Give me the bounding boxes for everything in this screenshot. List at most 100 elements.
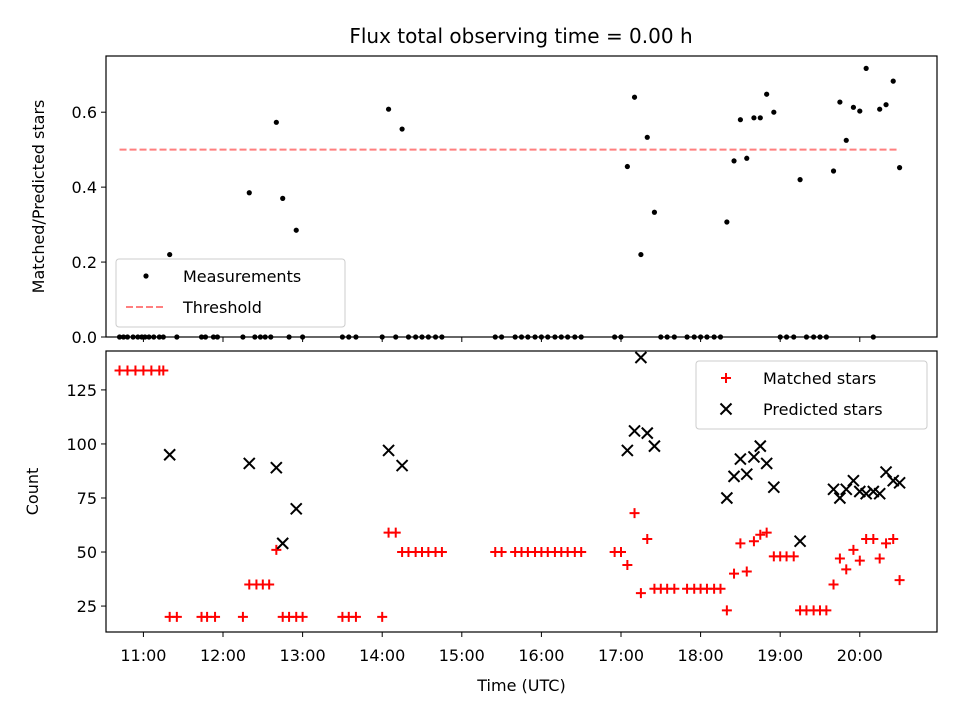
legend-marker xyxy=(721,373,731,383)
predicted-star-point xyxy=(873,487,886,500)
measurement-point xyxy=(399,126,405,132)
predicted-star-point xyxy=(395,459,409,472)
series-predicted-stars xyxy=(163,351,906,550)
y-axis-label: Matched/Predicted stars xyxy=(29,100,48,294)
predicted-star-point xyxy=(382,444,395,457)
predicted-star-point xyxy=(648,439,661,453)
matched-star-point xyxy=(264,579,275,590)
matched-star-point xyxy=(615,547,626,558)
matched-star-point xyxy=(755,529,766,540)
x-tick-label: 14:00 xyxy=(359,646,405,665)
measurement-point xyxy=(837,99,843,105)
predicted-star-point xyxy=(767,480,781,494)
legend-label: Matched stars xyxy=(763,369,876,388)
predicted-star-point xyxy=(720,491,734,505)
measurement-point xyxy=(644,134,650,140)
measurement-point xyxy=(757,115,763,121)
matched-star-point xyxy=(436,547,447,558)
matched-star-point xyxy=(748,536,759,547)
matched-star-point xyxy=(874,553,885,564)
measurement-point xyxy=(724,219,730,225)
measurement-point xyxy=(850,104,857,110)
predicted-star-point xyxy=(840,483,853,496)
matched-star-point xyxy=(297,611,308,622)
legend-box xyxy=(695,360,928,430)
measurement-point xyxy=(638,251,644,258)
predicted-star-point xyxy=(270,461,283,474)
measurement-point xyxy=(744,155,750,161)
measurement-point xyxy=(631,94,638,100)
matched-star-point xyxy=(834,553,845,564)
matched-star-point xyxy=(496,547,507,558)
measurement-point xyxy=(883,102,889,108)
measurement-point xyxy=(731,158,737,164)
y-axis-label: Count xyxy=(23,468,42,516)
x-tick-label: 11:00 xyxy=(120,646,166,665)
y-tick-label: 0.6 xyxy=(72,103,97,122)
matched-star-point xyxy=(735,538,746,549)
measurement-point xyxy=(624,163,630,170)
legend-box xyxy=(115,258,346,328)
measurement-point xyxy=(273,119,279,125)
measurement-point xyxy=(293,227,299,233)
legend: Matched stars Predicted stars xyxy=(695,360,928,430)
legend-label: Threshold xyxy=(182,298,262,317)
predicted-star-point xyxy=(290,502,303,515)
x-axis-label: Time (UTC) xyxy=(476,676,565,695)
predicted-star-point xyxy=(760,457,773,470)
matched-star-point xyxy=(642,534,653,545)
measurement-point xyxy=(280,195,286,201)
predicted-star-point xyxy=(754,439,767,453)
matched-star-point xyxy=(841,564,852,575)
predicted-star-point xyxy=(793,535,807,548)
matched-star-point xyxy=(271,544,282,555)
matched-star-point xyxy=(669,583,680,594)
x-tick-label: 13:00 xyxy=(280,646,326,665)
matched-star-point xyxy=(622,559,633,570)
matched-star-point xyxy=(854,555,865,566)
legend-marker xyxy=(719,402,733,416)
predicted-star-point xyxy=(879,465,893,479)
predicted-star-point xyxy=(734,452,747,466)
y-tick-label: 75 xyxy=(77,489,97,508)
predicted-star-point xyxy=(847,474,860,487)
predicted-star-point xyxy=(740,468,753,481)
measurement-point xyxy=(246,190,252,196)
predicted-star-point xyxy=(634,351,648,364)
y-tick-label: 125 xyxy=(66,381,97,400)
matched-star-point xyxy=(788,551,799,562)
measurement-point xyxy=(737,117,743,123)
predicted-star-point xyxy=(628,424,641,438)
matched-star-point xyxy=(881,538,892,549)
matched-star-point xyxy=(377,611,388,622)
x-tick-label: 16:00 xyxy=(518,646,564,665)
y-tick-label: 50 xyxy=(77,543,97,562)
matched-star-point xyxy=(635,588,646,599)
measurement-point xyxy=(857,108,863,114)
measurement-point xyxy=(167,251,173,258)
x-tick-label: 12:00 xyxy=(200,646,246,665)
axes-frame xyxy=(105,350,938,633)
matched-star-point xyxy=(715,583,726,594)
legend-label: Predicted stars xyxy=(763,400,883,419)
predicted-star-point xyxy=(727,470,741,483)
measurement-point xyxy=(771,109,777,115)
measurement-point xyxy=(764,91,770,97)
matched-star-point xyxy=(761,527,772,538)
y-tick-label: 0.4 xyxy=(72,178,97,197)
matched-star-point xyxy=(821,605,832,616)
matched-star-point xyxy=(894,575,905,586)
series-matched-stars xyxy=(114,365,905,622)
matched-star-point xyxy=(237,611,248,622)
matched-star-point xyxy=(868,534,879,545)
matched-star-point xyxy=(828,579,839,590)
y-tick-label: 25 xyxy=(77,597,97,616)
predicted-star-point xyxy=(163,448,176,461)
predicted-star-point xyxy=(243,457,256,470)
measurement-point xyxy=(890,78,896,84)
matched-star-point xyxy=(629,508,640,519)
matched-star-point xyxy=(171,611,182,622)
legend-label: Measurements xyxy=(183,267,301,286)
